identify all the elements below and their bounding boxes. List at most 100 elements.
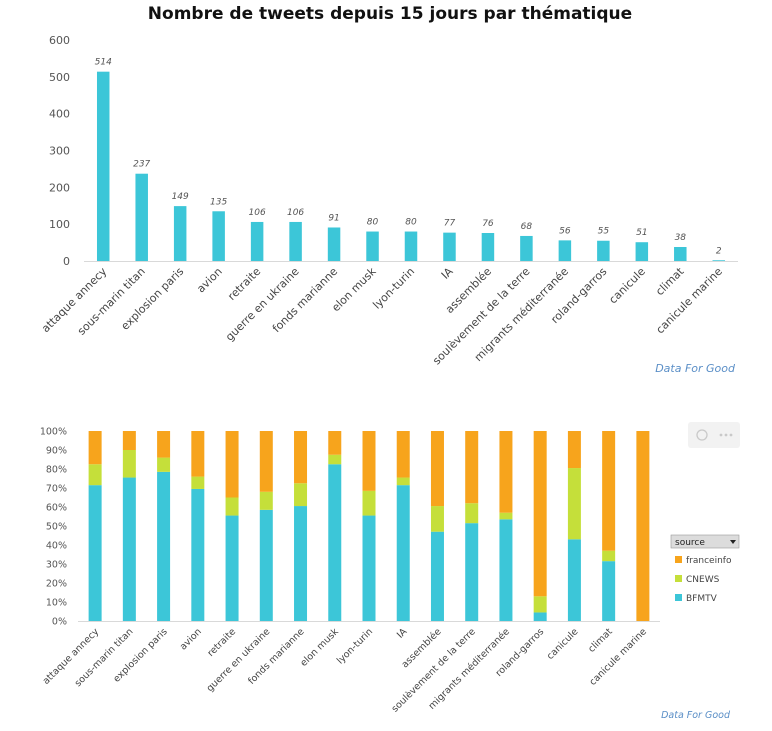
- chart2-segment-bfmtv: [225, 515, 239, 621]
- chart1-bars: [96, 71, 726, 261]
- chart1-data-label: 514: [95, 58, 112, 68]
- chart2-segment-franceinfo: [294, 431, 308, 484]
- chart1-data-label: 38: [675, 233, 687, 243]
- chart1-data-label: 55: [598, 227, 610, 237]
- chart1-bar: [712, 260, 726, 261]
- chart1-bar: [597, 240, 610, 261]
- chart1-bar: [135, 173, 148, 261]
- chart2-category-label: sous-marin titan: [73, 626, 136, 689]
- chart1-category-label: canicule marine: [654, 265, 726, 337]
- chart1-category-label: climat: [653, 264, 687, 298]
- chart1-y-tick-label: 600: [49, 34, 70, 47]
- chart2-segment-franceinfo: [259, 431, 273, 492]
- chart2-segment-franceinfo: [88, 431, 102, 465]
- chart2-segment-franceinfo: [191, 431, 205, 477]
- chart2-segment-cnews: [259, 491, 273, 510]
- chart2-y-tick-label: 90%: [46, 446, 67, 457]
- chart1-data-label: 149: [172, 192, 189, 202]
- chart1-bar: [520, 235, 533, 261]
- chart1-category-label: attaque annecy: [39, 265, 110, 336]
- chart2-y-tick-label: 80%: [46, 465, 67, 476]
- chart1-y-tick-label: 400: [49, 108, 70, 121]
- chart2-legend: source franceinfo CNEWS BFMTV: [670, 534, 740, 604]
- chart1-category-label: fonds marianne: [270, 265, 340, 335]
- chart1-bar: [674, 247, 687, 261]
- chart1-data-label: 91: [328, 213, 339, 223]
- chart2-category-label: attaque annecy: [41, 626, 102, 687]
- chart2-segment-franceinfo: [362, 431, 376, 491]
- legend-label-bfmtv: BFMTV: [686, 594, 718, 604]
- chart2-segment-cnews: [328, 454, 342, 465]
- chart2-segment-cnews: [191, 476, 205, 489]
- chart2-category-label: lyon-turin: [335, 626, 375, 666]
- chart2-segment-bfmtv: [191, 488, 205, 621]
- more-options-icon[interactable]: [719, 433, 733, 437]
- legend-label-cnews: CNEWS: [686, 575, 720, 585]
- chart1-data-label: 2: [716, 246, 722, 256]
- dropdown-arrow-icon[interactable]: [730, 540, 736, 544]
- chart1-y-tick-label: 100: [49, 218, 70, 231]
- chart2-segment-bfmtv: [499, 519, 513, 621]
- chart2-category-label: retraite: [206, 626, 239, 659]
- chart1-category-label: guerre en ukraine: [223, 265, 302, 344]
- chart2-segment-franceinfo: [122, 431, 136, 450]
- chart2-segment-cnews: [465, 503, 479, 524]
- chart1-y-tick-label: 500: [49, 71, 70, 84]
- chart2-segment-cnews: [157, 457, 171, 472]
- chart2-segment-bfmtv: [533, 612, 547, 621]
- chart1-y-axis: 0 100 200 300 400 500 600: [49, 34, 70, 268]
- chart1-y-tick-label: 0: [63, 255, 70, 268]
- chart2-segment-bfmtv: [294, 506, 308, 621]
- chart1-bar: [443, 232, 456, 261]
- chart2-options-toolbar[interactable]: [688, 422, 740, 448]
- chart2-segment-cnews: [88, 464, 102, 486]
- chart2-segment-franceinfo: [157, 431, 171, 458]
- chart2-segment-franceinfo: [225, 431, 239, 498]
- chart2-segment-franceinfo: [328, 431, 342, 455]
- chart1-bar: [327, 227, 341, 261]
- chart2-y-tick-label: 30%: [46, 560, 67, 571]
- chart2-category-label: guerre en ukraine: [205, 626, 273, 694]
- chart2-y-tick-label: 0%: [52, 617, 67, 628]
- chart1-data-label: 56: [559, 226, 571, 236]
- chart1-data-label: 135: [210, 197, 227, 207]
- chart1-data-label: 51: [636, 228, 647, 238]
- chart2-stacked-bars: [88, 431, 650, 621]
- chart1-category-label: avion: [194, 265, 224, 295]
- chart2-y-tick-label: 60%: [46, 503, 67, 514]
- chart2-category-label: IA: [395, 626, 410, 641]
- chart1-data-label: 76: [482, 219, 494, 229]
- chart2-segment-cnews: [225, 497, 239, 516]
- chart1-data-label: 68: [521, 222, 533, 232]
- chart1-category-label: retraite: [225, 265, 263, 303]
- chart1-data-label: 80: [367, 218, 379, 228]
- chart2-segment-franceinfo: [567, 431, 581, 469]
- chart2-y-tick-label: 10%: [46, 598, 67, 609]
- chart1-data-label: 80: [405, 218, 417, 228]
- chart2-category-label: climat: [586, 626, 615, 655]
- chart2-segment-cnews: [499, 512, 513, 520]
- legend-source-filter[interactable]: source: [670, 534, 740, 549]
- chart2-segment-bfmtv: [328, 464, 342, 621]
- chart2-credit: Data For Good: [661, 710, 731, 721]
- focus-mode-icon[interactable]: [696, 429, 708, 441]
- chart2-segment-bfmtv: [259, 509, 273, 621]
- chart1-data-label: 106: [249, 208, 266, 218]
- chart2-segment-cnews: [362, 490, 376, 516]
- chart2-segment-bfmtv: [122, 477, 136, 621]
- chart2-category-label: canicule: [545, 626, 581, 662]
- chart1-bar: [558, 240, 572, 261]
- chart2-segment-cnews: [430, 506, 444, 532]
- legend-label-franceinfo: franceinfo: [686, 556, 732, 566]
- chart1-category-label: IA: [439, 265, 456, 282]
- chart1-data-label: 77: [444, 219, 456, 229]
- chart1-category-label: lyon-turin: [370, 265, 417, 312]
- chart1-bar: [635, 242, 649, 261]
- chart1-data-label: 106: [287, 208, 304, 218]
- chart1-y-tick-label: 300: [49, 145, 70, 158]
- chart1-bar: [289, 221, 302, 261]
- chart1-y-tick-label: 200: [49, 181, 70, 194]
